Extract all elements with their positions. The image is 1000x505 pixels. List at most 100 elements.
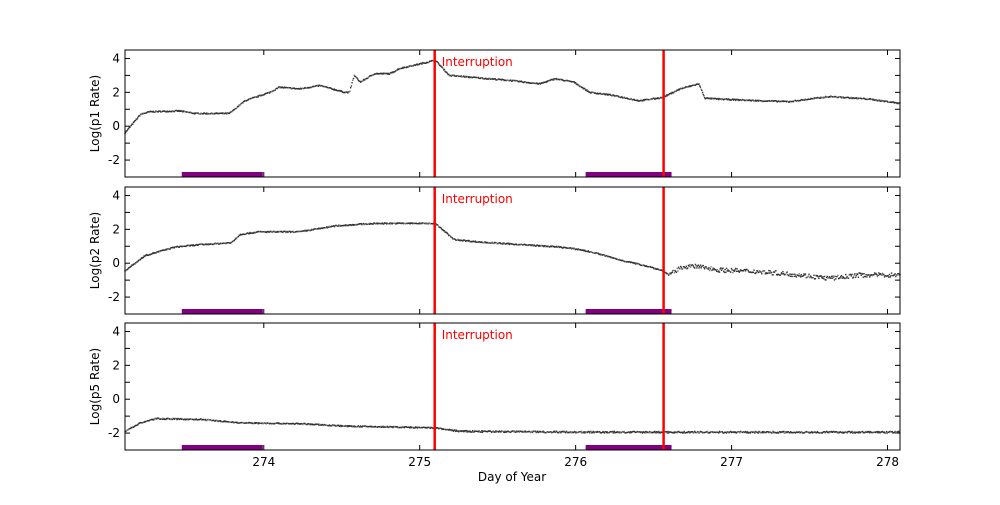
data-point — [667, 274, 670, 276]
data-point — [592, 430, 594, 433]
data-point — [706, 431, 708, 433]
y-tick-label: -2 — [108, 290, 120, 304]
data-point — [530, 244, 532, 247]
data-point — [571, 247, 573, 249]
data-point — [481, 429, 483, 432]
data-point — [890, 431, 893, 433]
data-point — [846, 96, 848, 98]
data-point — [725, 98, 728, 100]
data-point — [469, 431, 472, 433]
data-point — [380, 222, 383, 225]
data-point — [636, 262, 639, 265]
data-point — [306, 86, 309, 89]
data-point — [575, 83, 578, 85]
data-point — [157, 251, 159, 253]
data-point — [833, 431, 836, 433]
data-point — [842, 276, 845, 279]
data-point — [602, 254, 604, 256]
data-point — [500, 243, 503, 245]
data-point — [191, 418, 194, 421]
data-point — [493, 78, 495, 80]
data-point — [361, 80, 364, 82]
data-point — [597, 93, 599, 95]
data-point — [601, 93, 604, 95]
data-point — [608, 431, 611, 434]
data-point — [462, 239, 465, 241]
data-point — [665, 272, 668, 275]
data-point — [595, 92, 597, 95]
data-point — [581, 249, 584, 251]
data-point — [677, 270, 679, 272]
data-point — [559, 246, 561, 248]
data-point — [287, 231, 289, 234]
data-point — [631, 261, 633, 264]
data-point — [416, 63, 418, 65]
data-point — [680, 87, 683, 90]
data-point — [801, 275, 804, 278]
data-point — [184, 111, 187, 113]
data-point — [363, 223, 365, 225]
data-point — [290, 88, 293, 90]
data-point — [490, 430, 492, 433]
data-point — [263, 422, 265, 424]
data-point — [880, 274, 883, 276]
data-point — [207, 112, 209, 115]
data-point — [340, 425, 343, 428]
data-point — [286, 422, 288, 425]
data-point — [630, 261, 633, 263]
data-point — [442, 229, 444, 231]
data-point — [641, 431, 643, 433]
data-point — [251, 232, 253, 235]
data-point — [475, 430, 477, 433]
data-point — [667, 94, 669, 96]
data-point — [385, 426, 388, 428]
data-point — [835, 278, 837, 280]
data-point — [187, 111, 189, 114]
data-point — [728, 270, 731, 272]
data-point — [785, 274, 787, 276]
data-point — [683, 266, 685, 268]
data-point — [620, 96, 622, 99]
data-point — [406, 222, 408, 225]
data-point — [657, 97, 659, 99]
data-point — [529, 244, 532, 246]
data-point — [160, 418, 162, 420]
data-point — [424, 62, 427, 64]
data-point — [333, 225, 336, 228]
data-point — [756, 270, 758, 272]
data-point — [335, 425, 337, 427]
data-point — [409, 222, 412, 224]
data-point — [691, 431, 694, 433]
data-point — [487, 242, 489, 244]
data-point — [703, 268, 706, 270]
data-point — [804, 273, 807, 275]
data-point — [786, 100, 788, 103]
data-point — [616, 258, 618, 260]
data-point — [695, 265, 697, 267]
data-point — [641, 100, 643, 102]
data-point — [841, 96, 843, 98]
data-point — [888, 101, 890, 103]
data-point — [683, 430, 685, 433]
data-point — [440, 228, 443, 230]
data-point — [276, 422, 279, 424]
data-point — [687, 431, 689, 434]
data-point — [836, 432, 838, 434]
data-point — [447, 429, 450, 431]
data-point — [753, 430, 755, 433]
data-point — [199, 418, 202, 420]
data-point — [455, 430, 457, 433]
data-point — [426, 223, 428, 225]
data-point — [541, 82, 543, 84]
data-point — [765, 431, 767, 434]
data-point — [581, 432, 583, 434]
data-point — [642, 431, 645, 433]
data-point — [413, 222, 415, 225]
data-point — [541, 244, 543, 247]
data-point — [634, 431, 636, 433]
data-point — [655, 267, 657, 270]
data-point — [749, 432, 752, 434]
data-point — [758, 100, 761, 102]
data-point — [317, 423, 319, 425]
data-point — [673, 272, 676, 274]
